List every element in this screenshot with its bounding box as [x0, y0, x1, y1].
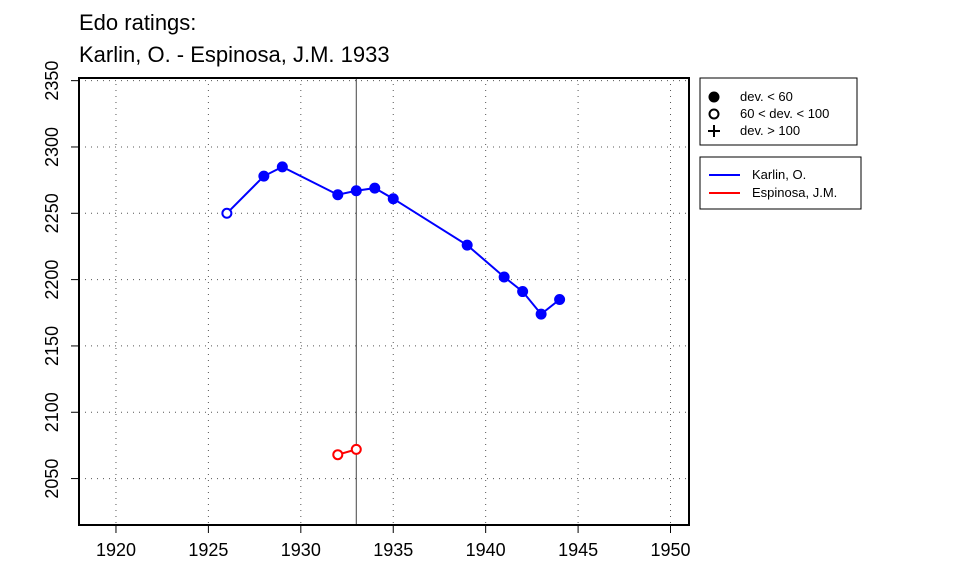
chart-title-line-1: Edo ratings:: [79, 10, 196, 35]
y-tick-label: 2200: [42, 260, 62, 300]
plot-frame: [78, 77, 690, 526]
axes: 1920 1925 1930 1935 1940 1945 1950 2050 2100 2150…: [42, 61, 691, 560]
y-tick-label: 2300: [42, 127, 62, 167]
series-1-point: [387, 193, 399, 205]
series-1-point: [535, 308, 547, 320]
series-legend-box: [699, 156, 862, 210]
symbol-legend-box: [699, 77, 858, 146]
x-tick-label: 1945: [558, 540, 598, 560]
grid-lines: [79, 78, 689, 525]
symbol-legend-marker: [708, 125, 720, 137]
series-1-point: [221, 207, 233, 219]
series-2-point: [332, 449, 344, 461]
series-2-point: [350, 443, 362, 455]
y-tick-label: 2250: [42, 193, 62, 233]
x-tick-label: 1940: [466, 540, 506, 560]
x-tick-label: 1930: [281, 540, 321, 560]
series-legend-label: Karlin, O.: [752, 167, 806, 182]
symbol-legend-label: dev. > 100: [740, 123, 800, 138]
y-tick-label: 2100: [42, 392, 62, 432]
series-1-point: [332, 189, 344, 201]
series-1-point: [517, 286, 529, 298]
series-legend: Karlin, O. Espinosa, J.M.: [699, 156, 862, 210]
chart-title-line-2: Karlin, O. - Espinosa, J.M. 1933: [79, 42, 390, 67]
series-2-group: [332, 443, 362, 461]
series-1-point: [498, 271, 510, 283]
symbol-legend-marker: [708, 91, 720, 103]
y-tick-label: 2050: [42, 459, 62, 499]
series-group: [221, 161, 566, 461]
x-tick-label: 1935: [373, 540, 413, 560]
x-tick-label: 1920: [96, 540, 136, 560]
series-legend-label: Espinosa, J.M.: [752, 185, 837, 200]
series-1-point: [461, 239, 473, 251]
symbol-legend-label: dev. < 60: [740, 89, 793, 104]
x-tick-label: 1925: [188, 540, 228, 560]
series-1-point: [276, 161, 288, 173]
symbol-legend-label: 60 < dev. < 100: [740, 106, 829, 121]
series-1-group: [221, 161, 566, 320]
symbol-legend: dev. < 60 60 < dev. < 100 dev. > 100: [699, 77, 858, 146]
series-1-point: [554, 294, 566, 306]
y-tick-label: 2150: [42, 326, 62, 366]
series-1-point: [350, 185, 362, 197]
y-tick-label: 2350: [42, 61, 62, 101]
series-1-point: [258, 170, 270, 182]
symbol-legend-marker: [708, 108, 720, 120]
x-tick-label: 1950: [650, 540, 690, 560]
series-1-point: [369, 182, 381, 194]
